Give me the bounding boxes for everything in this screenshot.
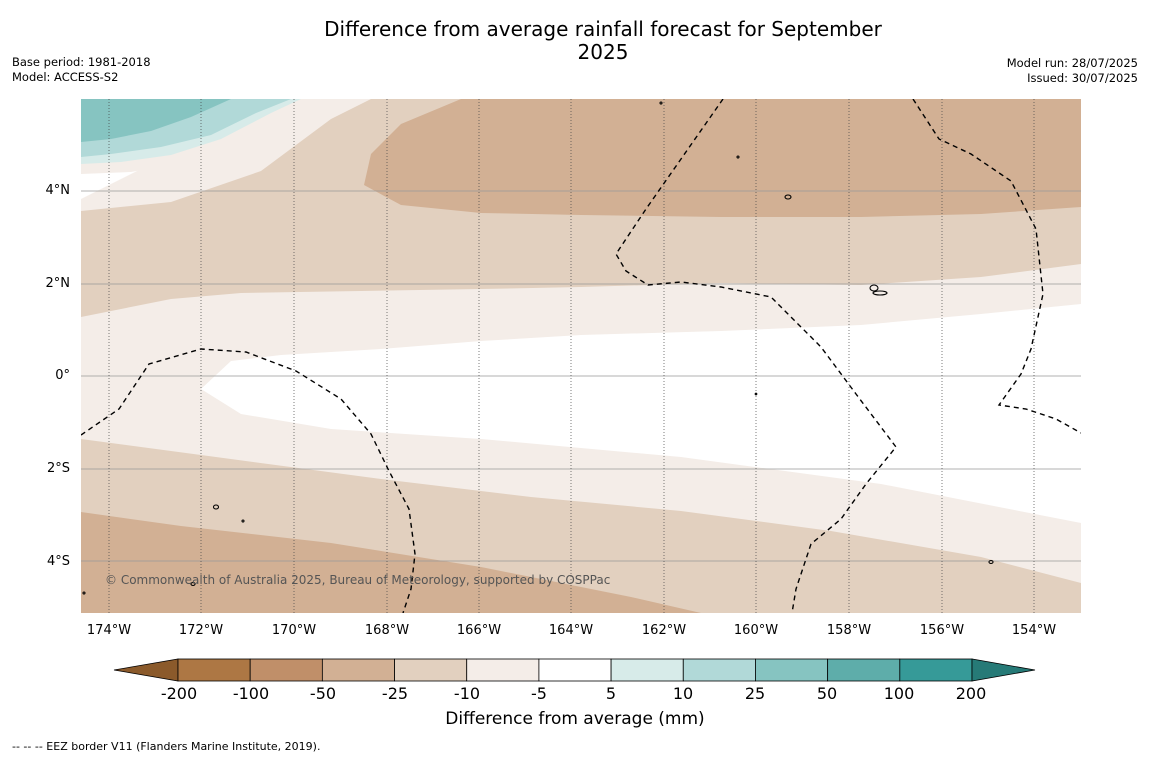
colorbar-tick: 10 [672,684,694,703]
zone-50-100-north [364,99,1081,217]
island [872,290,888,296]
colorbar-segment [827,658,901,682]
model-run: Model run: 28/07/2025 [1006,56,1138,70]
colorbar-segment [249,658,323,682]
lon-label-166w: 166°W [456,623,502,638]
colorbar-segment [394,658,468,682]
colorbar-title: Difference from average (mm) [445,709,705,729]
lon-label-162w: 162°W [641,623,687,638]
colorbar-segment [538,658,612,682]
meta-right: Model run: 28/07/2025 Issued: 30/07/2025 [1007,56,1138,86]
model-name: Model: ACCESS-S2 [12,70,119,84]
colorbar-segment [321,658,395,682]
colorbar-tick: 100 [883,684,915,703]
lat-label-4s: 4°S [46,554,70,569]
base-period: Base period: 1981-2018 [12,55,151,69]
colorbar-segment [466,658,540,682]
lon-label-160w: 160°W [733,623,779,638]
colorbar-extend-low [113,658,179,682]
islands [82,101,994,595]
island [736,155,740,159]
eez-border-west [81,348,416,613]
lat-label-4n: 4°N [45,183,71,198]
lon-label-174w: 174°W [86,623,132,638]
colorbar-tick: 200 [955,684,987,703]
lat-label-2n: 2°N [45,276,71,291]
colorbar-tick: 5 [605,684,617,703]
copyright-notice: © Commonwealth of Australia 2025, Bureau… [105,573,611,587]
colorbar-tick: -25 [381,684,409,703]
lon-label-156w: 156°W [919,623,965,638]
eez-footnote: -- -- -- EEZ border V11 (Flanders Marine… [12,740,321,753]
island [988,559,994,565]
eez-border-central [615,99,897,613]
lon-label-168w: 168°W [364,623,410,638]
lat-label-2s: 2°S [46,461,70,476]
eez-borders [81,99,1081,613]
colorbar-segments [177,658,973,682]
lon-label-164w: 164°W [548,623,594,638]
colorbar-tick: -10 [453,684,481,703]
lon-label-154w: 154°W [1011,623,1057,638]
island [869,284,879,292]
colorbar-tick: -5 [531,684,547,703]
latitude-gridlines [81,190,1081,562]
issued-date: Issued: 30/07/2025 [1027,71,1138,85]
lon-label-158w: 158°W [826,623,872,638]
zone-50-100-south [81,512,701,613]
island [754,392,758,396]
colorbar-tick: 25 [744,684,766,703]
island [659,101,663,105]
colorbar [113,658,1036,682]
colorbar-segment [610,658,684,682]
colorbar-segment [899,658,973,682]
colorbar-tick: -50 [309,684,337,703]
rainfall-map [81,99,1081,613]
meta-left: Base period: 1981-2018 Model: ACCESS-S2 [12,55,151,85]
colorbar-tick: -200 [160,684,198,703]
island [212,504,220,510]
island [190,581,196,587]
zone-wet-strong [81,99,231,142]
colorbar-tick: -100 [232,684,270,703]
island [784,194,792,200]
colorbar-segment [755,658,829,682]
colorbar-segment [682,658,756,682]
lat-label-0: 0° [55,368,70,383]
island [82,591,86,595]
colorbar-segment [177,658,251,682]
island [241,519,245,523]
lon-label-172w: 172°W [178,623,224,638]
lon-label-170w: 170°W [271,623,317,638]
map-title: Difference from average rainfall forecas… [324,17,882,64]
colorbar-extend-high [971,658,1036,682]
colorbar-tick: 50 [816,684,838,703]
